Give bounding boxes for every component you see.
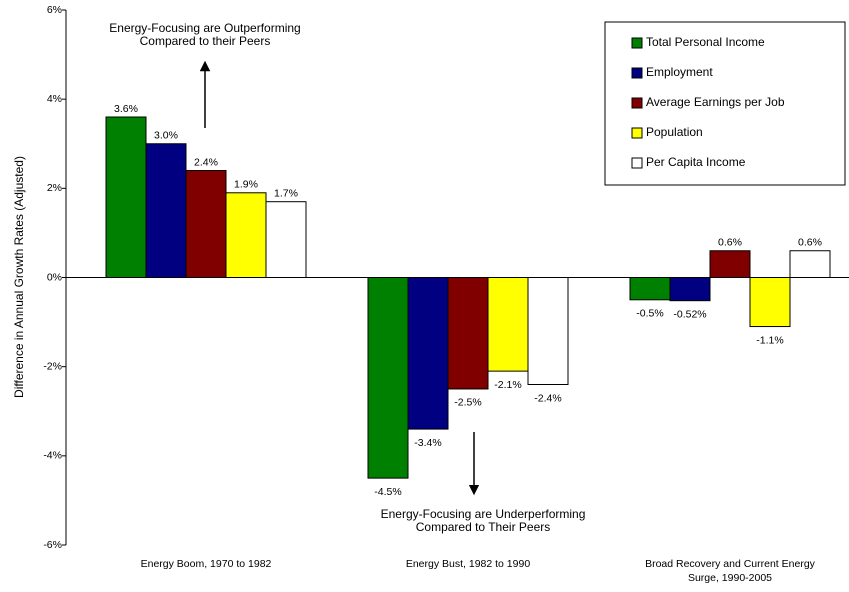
annotation: Energy-Focusing are Underperforming Compa… [381,507,586,534]
bar [629,277,671,301]
x-tick-label: Energy Bust, 1982 to 1990 [406,558,530,570]
bar [185,170,227,278]
bar [225,192,267,279]
value-label: -0.5% [636,308,663,320]
value-label: -4.5% [374,486,401,498]
legend-label: Per Capita Income [646,155,746,169]
y-axis-title: Difference in Annual Growth Rates (Adjus… [12,156,26,398]
legend-swatch [631,127,643,139]
bar [367,277,409,479]
value-label: 0.6% [718,237,742,249]
bar [527,277,569,385]
value-label: -2.5% [454,397,481,409]
value-label: 1.9% [234,179,258,191]
x-tick-label: Broad Recovery and Current Energy Surge, … [645,558,816,584]
y-tick-label: 2% [47,182,62,194]
bar [407,277,449,430]
legend [604,21,846,186]
value-label: -2.4% [534,392,561,404]
x-tick-label: Energy Boom, 1970 to 1982 [141,558,272,570]
y-tick-label: 0% [47,271,62,283]
value-label: -2.1% [494,379,521,391]
legend-label: Total Personal Income [646,35,765,49]
value-label: 1.7% [274,187,298,199]
bar [487,277,529,372]
value-label: -1.1% [756,334,783,346]
legend-swatch [631,37,643,49]
value-label: 2.4% [194,156,218,168]
legend-swatch [631,97,643,109]
value-label: 3.0% [154,130,178,142]
y-tick-label: -6% [43,539,62,551]
legend-swatch [631,67,643,79]
legend-swatch [631,157,643,169]
value-label: -3.4% [414,437,441,449]
legend-label: Employment [646,65,713,79]
legend-label: Average Earnings per Job [646,95,785,109]
y-tick-label: 6% [47,4,62,16]
bar [749,277,791,328]
bar [145,143,187,278]
value-label: 0.6% [798,237,822,249]
value-label: 3.6% [114,103,138,115]
bar [447,277,489,390]
value-label: -0.52% [673,308,706,320]
bar [105,116,147,278]
bar [789,250,831,278]
bar [709,250,751,278]
legend-label: Population [646,125,703,139]
bar [265,201,307,278]
y-tick-label: 4% [47,93,62,105]
annotation: Energy-Focusing are Outperforming Compare… [109,21,300,48]
y-tick-label: -4% [43,450,62,462]
bar [669,277,711,302]
y-tick-label: -2% [43,360,62,372]
